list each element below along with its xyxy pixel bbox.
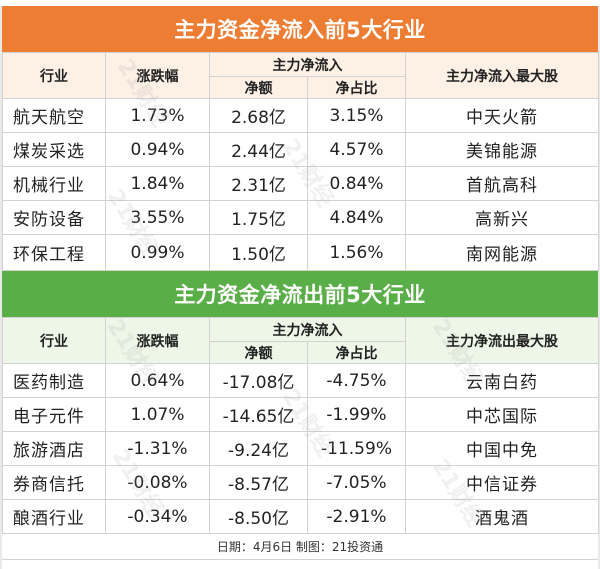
header-change: 涨跌幅: [105, 52, 210, 99]
header-net-ratio: 净占比: [307, 76, 406, 99]
header-net-ratio: 净占比: [307, 341, 406, 364]
table-row: 机械行业 1.84% 2.31亿 0.84% 首航高科: [2, 166, 599, 201]
industry-cell: 医药制造: [2, 363, 106, 398]
header-industry: 行业: [2, 317, 106, 364]
top-stock-cell: 中国中免: [405, 431, 599, 466]
top-stock-cell: 高新兴: [405, 200, 599, 235]
table-row: 煤炭采选 0.94% 2.44亿 4.57% 美锦能源: [2, 132, 599, 167]
industry-cell: 酿酒行业: [2, 499, 106, 534]
header-net-amount: 净额: [209, 76, 308, 99]
table-row: 安防设备 3.55% 1.75亿 4.84% 高新兴: [2, 200, 599, 235]
industry-cell: 电子元件: [2, 397, 106, 432]
net-ratio-cell: 4.84%: [307, 200, 406, 235]
change-cell: 1.84%: [105, 166, 210, 201]
outflow-table: 行业 涨跌幅 主力净流入 主力净流出最大股 净额 净占比 医药制造 0.64% …: [2, 317, 599, 534]
footer-text: 日期：4月6日 制图：21投资通: [216, 540, 384, 554]
fund-flow-infographic: 21财经 21财经 21财经 21财经 21财经 21财经 21财经 21财经 …: [0, 6, 600, 569]
industry-cell: 旅游酒店: [2, 431, 106, 466]
table-row: 医药制造 0.64% -17.08亿 -4.75% 云南白药: [2, 363, 599, 398]
net-amount-cell: 2.44亿: [209, 132, 308, 167]
net-ratio-cell: 4.57%: [307, 132, 406, 167]
industry-cell: 机械行业: [2, 166, 106, 201]
table-row: 酿酒行业 -0.34% -8.50亿 -2.91% 酒鬼酒: [2, 499, 599, 534]
top-stock-cell: 南网能源: [405, 234, 599, 271]
header-top-stock: 主力净流入最大股: [405, 52, 599, 99]
top-stock-cell: 云南白药: [405, 363, 599, 398]
change-cell: -0.08%: [105, 465, 210, 500]
net-amount-cell: -8.57亿: [209, 465, 308, 500]
net-amount-cell: 1.50亿: [209, 234, 308, 271]
net-amount-cell: 2.31亿: [209, 166, 308, 201]
net-ratio-cell: -4.75%: [307, 363, 406, 398]
change-cell: 1.73%: [105, 98, 210, 133]
net-ratio-cell: -2.91%: [307, 499, 406, 534]
top-stock-cell: 美锦能源: [405, 132, 599, 167]
table-row: 电子元件 1.07% -14.65亿 -1.99% 中芯国际: [2, 397, 599, 432]
industry-cell: 安防设备: [2, 200, 106, 235]
header-main-flow: 主力净流入: [209, 52, 406, 77]
change-cell: 3.55%: [105, 200, 210, 235]
inflow-title-banner: 主力资金净流入前5大行业: [2, 6, 598, 52]
top-stock-cell: 中天火箭: [405, 98, 599, 133]
header-change: 涨跌幅: [105, 317, 210, 364]
table-row: 旅游酒店 -1.31% -9.24亿 -11.59% 中国中免: [2, 431, 599, 466]
outflow-title: 主力资金净流出前5大行业: [174, 283, 426, 307]
change-cell: 0.94%: [105, 132, 210, 167]
industry-cell: 煤炭采选: [2, 132, 106, 167]
net-ratio-cell: 0.84%: [307, 166, 406, 201]
outflow-title-banner: 主力资金净流出前5大行业: [2, 271, 598, 317]
change-cell: 0.99%: [105, 234, 210, 271]
header-main-flow: 主力净流入: [209, 317, 406, 342]
inflow-table: 行业 涨跌幅 主力净流入 主力净流入最大股 净额 净占比 航天航空 1.73% …: [2, 52, 599, 271]
table-row: 券商信托 -0.08% -8.57亿 -7.05% 中信证券: [2, 465, 599, 500]
change-cell: -0.34%: [105, 499, 210, 534]
net-amount-cell: -14.65亿: [209, 397, 308, 432]
net-amount-cell: 2.68亿: [209, 98, 308, 133]
top-stock-cell: 中信证券: [405, 465, 599, 500]
net-ratio-cell: -1.99%: [307, 397, 406, 432]
net-ratio-cell: 3.15%: [307, 98, 406, 133]
industry-cell: 券商信托: [2, 465, 106, 500]
industry-cell: 环保工程: [2, 234, 106, 271]
net-amount-cell: -8.50亿: [209, 499, 308, 534]
top-stock-cell: 中芯国际: [405, 397, 599, 432]
header-net-amount: 净额: [209, 341, 308, 364]
net-amount-cell: 1.75亿: [209, 200, 308, 235]
table-row: 环保工程 0.99% 1.50亿 1.56% 南网能源: [2, 234, 599, 271]
industry-cell: 航天航空: [2, 98, 106, 133]
change-cell: 0.64%: [105, 363, 210, 398]
change-cell: -1.31%: [105, 431, 210, 466]
top-stock-cell: 首航高科: [405, 166, 599, 201]
header-industry: 行业: [2, 52, 106, 99]
footer-credit: 日期：4月6日 制图：21投资通: [2, 534, 598, 560]
net-amount-cell: -9.24亿: [209, 431, 308, 466]
table-row: 航天航空 1.73% 2.68亿 3.15% 中天火箭: [2, 98, 599, 133]
net-ratio-cell: 1.56%: [307, 234, 406, 271]
net-amount-cell: -17.08亿: [209, 363, 308, 398]
net-ratio-cell: -7.05%: [307, 465, 406, 500]
inflow-title: 主力资金净流入前5大行业: [174, 18, 426, 42]
header-top-stock: 主力净流出最大股: [405, 317, 599, 364]
net-ratio-cell: -11.59%: [307, 431, 406, 466]
top-stock-cell: 酒鬼酒: [405, 499, 599, 534]
change-cell: 1.07%: [105, 397, 210, 432]
